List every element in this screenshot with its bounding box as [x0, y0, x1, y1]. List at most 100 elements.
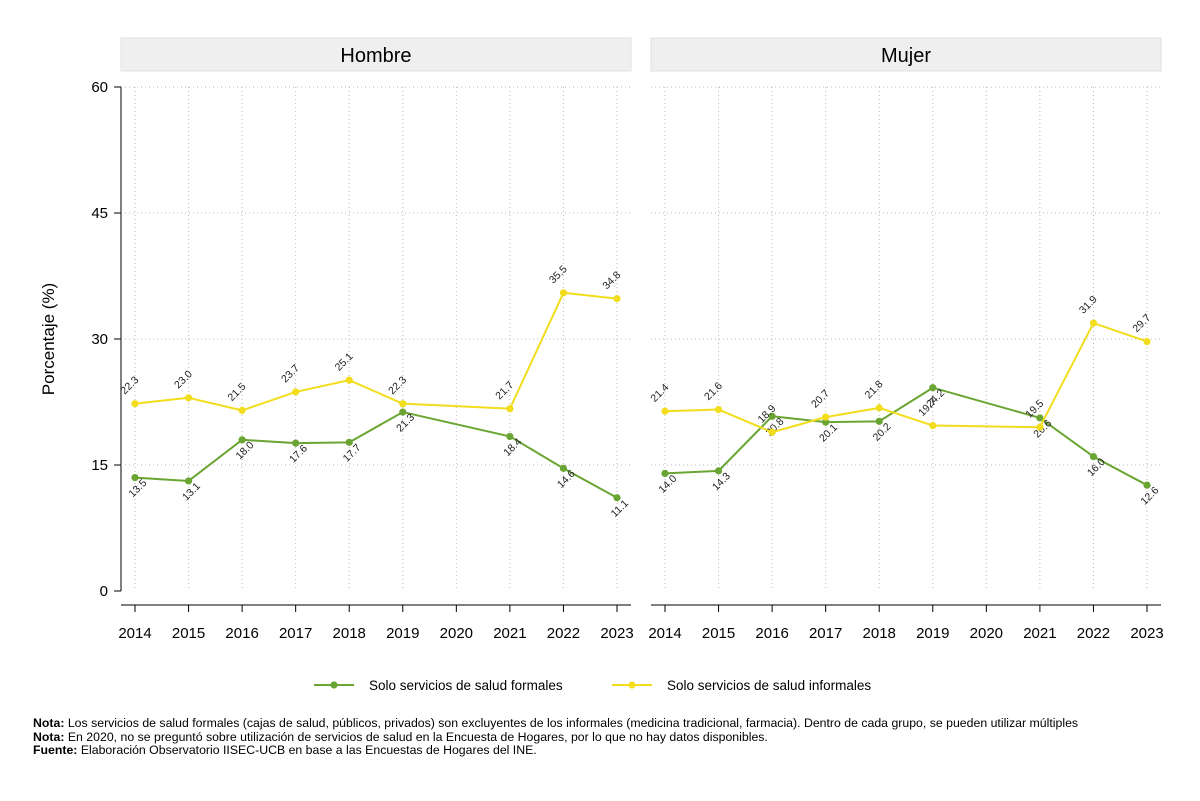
data-point-formal [822, 418, 830, 426]
data-point-formal [399, 408, 407, 416]
data-label-informal: 21.7 [493, 379, 516, 402]
data-point-formal [559, 464, 568, 472]
y-tick-label: 45 [91, 205, 108, 222]
series-line-formal [664, 386, 1148, 487]
data-label-informal: 21.8 [863, 378, 886, 401]
x-tick-label: 2018 [863, 625, 896, 642]
data-point-informal [822, 413, 830, 421]
panel-title: Mujer [881, 45, 931, 67]
data-point-informal [1089, 319, 1098, 327]
data-point-formal [613, 494, 621, 502]
data-point-formal [929, 384, 937, 392]
data-point-informal [399, 400, 407, 408]
data-label-formal: 17.6 [287, 442, 310, 465]
data-label-formal: 14.6 [555, 468, 578, 491]
data-point-informal [613, 295, 621, 303]
data-label-formal: 18.4 [501, 436, 524, 459]
data-point-formal [131, 474, 139, 482]
data-point-informal [131, 400, 139, 408]
source-line: Fuente: Elaboración Observatorio IISEC-U… [33, 743, 1200, 758]
data-point-formal [184, 477, 193, 485]
note-2-text: En 2020, no se preguntó sobre utilizació… [64, 729, 768, 744]
data-label-informal: 22.3 [386, 374, 409, 397]
data-label-informal: 23.0 [172, 368, 195, 391]
note-1-label: Nota: [33, 717, 65, 730]
legend-label-formal: Solo servicios de salud formales [369, 678, 563, 693]
data-label-formal: 20.2 [871, 421, 894, 444]
x-tick-label: 2021 [493, 625, 526, 642]
data-point-informal [506, 405, 514, 413]
x-tick-label: 2015 [172, 625, 205, 642]
data-label-informal: 20.7 [809, 387, 832, 410]
data-label-formal: 14.3 [710, 470, 733, 493]
data-point-formal [714, 467, 723, 475]
data-point-informal [929, 421, 937, 430]
x-tick-label: 2023 [600, 625, 633, 642]
data-point-formal [768, 412, 776, 420]
data-label-informal: 22.3 [118, 374, 141, 397]
note-line-1: Nota: Los servicios de salud formales (c… [33, 717, 1200, 731]
x-tick-label: 2020 [970, 625, 1003, 642]
data-point-formal [506, 432, 514, 441]
data-point-informal [661, 407, 669, 415]
data-label-formal: 14.0 [656, 473, 679, 496]
x-tick-label: 2016 [755, 625, 788, 642]
data-point-informal [768, 428, 776, 436]
legend-marker-informal [628, 681, 636, 689]
y-tick-label: 60 [91, 79, 108, 96]
data-point-formal [661, 469, 669, 477]
data-label-formal: 12.6 [1138, 484, 1161, 507]
x-tick-label: 2020 [440, 625, 473, 642]
chart: 0 15 30 45 60 Porcentaje (%) Hombre 2014 2015 201… [39, 37, 1164, 693]
data-point-informal [345, 376, 353, 384]
series-line-formal [134, 411, 618, 499]
x-tick-label: 2014 [648, 625, 681, 642]
data-label-formal: 17.7 [341, 442, 364, 465]
x-tick-label: 2017 [809, 625, 842, 642]
source-text: Elaboración Observatorio IISEC-UCB en ba… [77, 743, 537, 758]
source-label: Fuente: [33, 743, 78, 758]
data-point-informal [559, 289, 568, 297]
x-tick-label: 2018 [333, 625, 366, 642]
y-tick-label: 30 [91, 331, 108, 348]
x-tick-label: 2015 [702, 625, 735, 642]
data-label-formal: 16.0 [1085, 456, 1108, 479]
x-tick-label: 2019 [916, 625, 949, 642]
note-line-2: Nota: En 2020, no se preguntó sobre util… [33, 729, 1200, 745]
data-label-informal: 21.4 [648, 382, 671, 405]
data-point-formal [345, 438, 353, 446]
data-point-formal [1089, 453, 1098, 461]
y-tick-label: 0 [100, 583, 108, 600]
data-point-informal [1143, 337, 1151, 346]
data-point-informal [1036, 423, 1044, 431]
data-label-informal: 34.8 [600, 269, 623, 292]
data-label-formal: 13.1 [180, 480, 203, 503]
data-point-informal [238, 406, 246, 414]
data-point-formal [875, 417, 883, 425]
x-tick-label: 2022 [1077, 625, 1110, 642]
data-label-informal: 23.7 [279, 362, 302, 385]
data-point-formal [292, 439, 300, 447]
panel-header-1 [650, 37, 1162, 72]
data-label-formal: 11.1 [609, 497, 631, 519]
x-tick-label: 2017 [279, 625, 312, 642]
data-point-formal [238, 436, 246, 444]
data-label-formal: 20.1 [817, 421, 840, 444]
note-2-label: Nota: [33, 729, 65, 744]
panel-header-0 [120, 37, 632, 72]
x-tick-label: 2016 [225, 625, 258, 642]
series-line-informal [134, 291, 618, 412]
y-axis-title: Porcentaje (%) [39, 283, 58, 395]
x-tick-label: 2022 [547, 625, 580, 642]
notes-block: Nota: Los servicios de salud formales (c… [33, 717, 1200, 758]
data-label-formal: 13.5 [126, 477, 149, 500]
data-point-formal [1143, 481, 1151, 489]
data-point-informal [714, 405, 723, 414]
data-label-informal: 29.7 [1130, 312, 1153, 335]
data-label-informal: 35.5 [547, 263, 570, 286]
data-label-informal: 21.5 [226, 381, 249, 404]
x-tick-label: 2023 [1130, 625, 1163, 642]
data-label-informal: 31.9 [1077, 293, 1100, 316]
y-tick-label: 15 [91, 457, 108, 474]
x-tick-label: 2021 [1023, 625, 1056, 642]
